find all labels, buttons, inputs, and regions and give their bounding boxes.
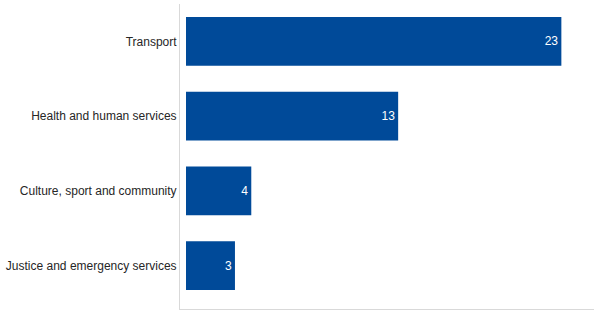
svg-text:4: 4 (241, 184, 248, 198)
svg-text:Health and human services: Health and human services (31, 109, 176, 123)
svg-text:Transport: Transport (126, 35, 178, 49)
svg-text:13: 13 (381, 109, 395, 123)
svg-text:Culture, sport and community: Culture, sport and community (20, 184, 177, 198)
svg-text:3: 3 (225, 259, 232, 273)
svg-text:Justice and emergency services: Justice and emergency services (6, 259, 177, 273)
svg-text:23: 23 (545, 34, 559, 48)
